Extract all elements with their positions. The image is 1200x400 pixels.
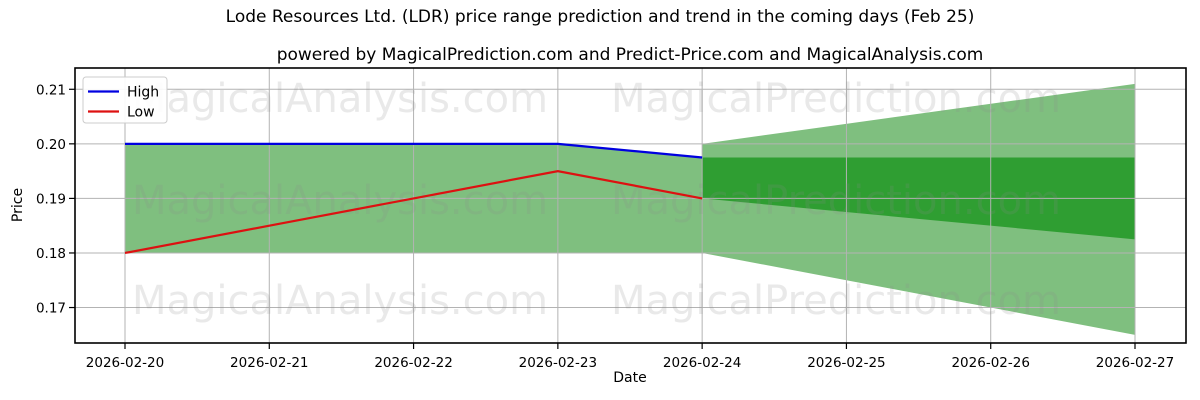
- low-line: [124, 170, 703, 255]
- high-line: [125, 142, 703, 159]
- x-tick-label: 2026-02-25: [807, 355, 885, 371]
- legend-high-label: High: [127, 85, 159, 101]
- chart-title: Lode Resources Ltd. (LDR) price range pr…: [226, 7, 975, 27]
- x-tick-label: 2026-02-24: [663, 355, 741, 371]
- x-tick-label: 2026-02-26: [951, 355, 1029, 371]
- watermark-text: MagicalPrediction.com: [611, 76, 1061, 122]
- x-tick-label: 2026-02-22: [374, 355, 452, 371]
- chart-subtitle: powered by MagicalPrediction.com and Pre…: [277, 45, 984, 65]
- y-tick-label: 0.17: [36, 301, 66, 317]
- watermark-text: MagicalPrediction.com: [611, 278, 1061, 324]
- x-tick-label: 2026-02-20: [86, 355, 164, 371]
- watermark-text: MagicalPrediction.com: [611, 178, 1061, 224]
- plot-frame: [74, 67, 1187, 344]
- watermark-layer: MagicalAnalysis.com MagicalPrediction.com…: [132, 76, 1061, 324]
- watermark-text: MagicalAnalysis.com: [132, 76, 548, 122]
- y-tick-label: 0.18: [36, 246, 66, 262]
- legend: High Low: [82, 76, 168, 124]
- y-tick-label: 0.21: [36, 82, 66, 98]
- x-tick-label: 2026-02-21: [230, 355, 308, 371]
- y-tick-label: 0.20: [36, 137, 66, 153]
- x-tick-label: 2026-02-27: [1096, 355, 1174, 371]
- y-tick-label: 0.19: [36, 191, 66, 207]
- y-axis-title: Price: [10, 188, 26, 222]
- axis-ticks-layer: 2026-02-20 2026-02-21 2026-02-22 2026-02-23…: [36, 82, 1174, 371]
- series-lines-layer: [124, 142, 703, 255]
- x-tick-label: 2026-02-23: [519, 355, 597, 371]
- legend-low-label: Low: [127, 105, 155, 121]
- watermark-text: MagicalAnalysis.com: [132, 278, 548, 324]
- x-axis-title: Date: [613, 370, 646, 386]
